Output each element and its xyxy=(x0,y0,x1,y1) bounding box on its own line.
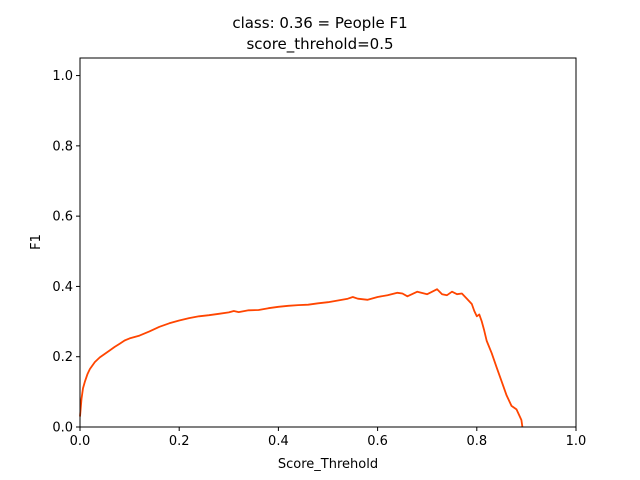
y-tick-label: 0.4 xyxy=(52,280,73,295)
chart-title: class: 0.36 = People F1 xyxy=(232,14,407,32)
chart-subtitle: score_threhold=0.5 xyxy=(246,35,393,54)
y-tick-label: 0.0 xyxy=(52,421,73,436)
series-line xyxy=(79,288,524,428)
axes-frame xyxy=(79,57,577,428)
x-axis-label: Score_Threhold xyxy=(278,457,378,472)
y-tick-label: 1.0 xyxy=(52,69,73,84)
y-tick-label: 0.2 xyxy=(52,350,73,365)
x-tick-label: 1.0 xyxy=(566,434,587,449)
x-tick-label: 0.0 xyxy=(70,434,91,449)
y-tick-label: 0.6 xyxy=(52,210,73,225)
x-tick-label: 0.8 xyxy=(466,434,487,449)
x-tick-label: 0.4 xyxy=(268,434,289,449)
y-axis-label: F1 xyxy=(29,234,44,250)
plot-area xyxy=(79,288,524,428)
x-tick-label: 0.2 xyxy=(169,434,190,449)
x-tick-label: 0.6 xyxy=(367,434,388,449)
y-axis: 0.0 0.2 0.4 0.6 0.8 1.0 xyxy=(52,69,80,436)
y-tick-label: 0.8 xyxy=(52,139,73,154)
x-axis: 0.0 0.2 0.4 0.6 0.8 1.0 xyxy=(70,427,587,449)
